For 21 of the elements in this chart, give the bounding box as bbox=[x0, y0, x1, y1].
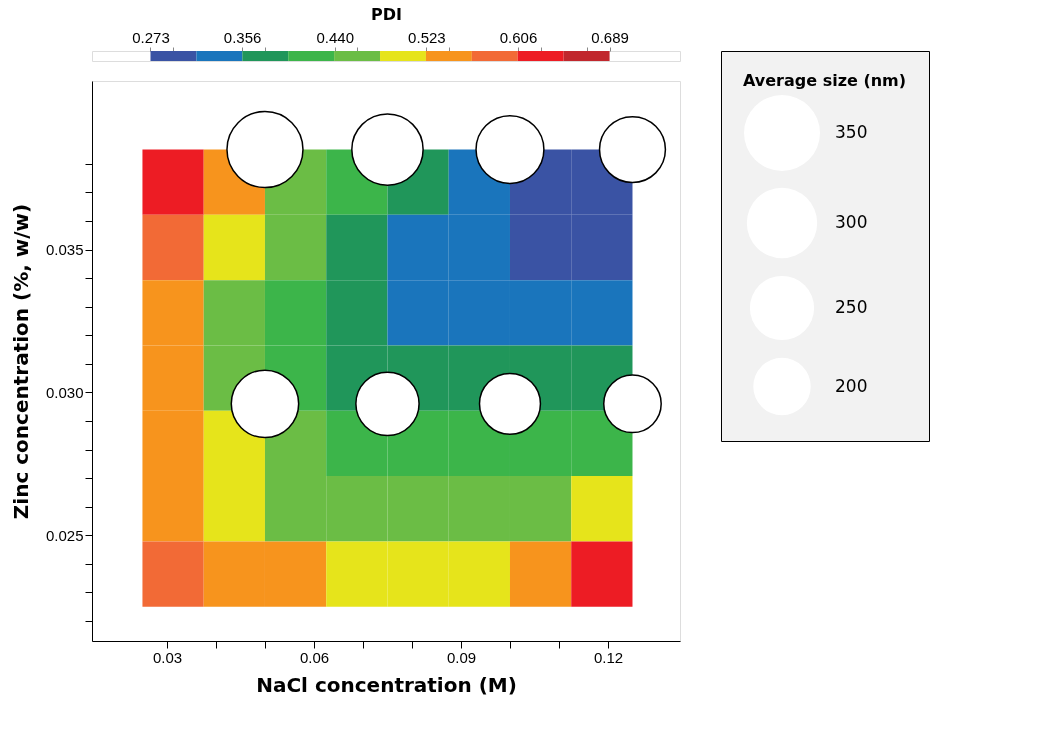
legend-label: 200 bbox=[835, 375, 868, 396]
color-bar-label: 0.273 bbox=[132, 28, 170, 46]
color-bar-label: 0.356 bbox=[223, 28, 262, 46]
legend-label: 250 bbox=[835, 297, 868, 317]
color-bar-label: 0.606 bbox=[499, 28, 538, 46]
color-bar-label: 0.523 bbox=[408, 28, 446, 46]
x-tick-label: 0.06 bbox=[299, 648, 330, 666]
color-bar-label: 0.689 bbox=[591, 28, 629, 46]
legend-label: 300 bbox=[835, 212, 868, 232]
color-bar-label: 0.440 bbox=[316, 28, 355, 46]
x-axis-title: NaCl concentration (M) bbox=[256, 672, 517, 697]
x-tick-label: 0.12 bbox=[593, 648, 624, 666]
legend-label: 350 bbox=[835, 122, 868, 142]
y-axis-title: Zinc concentration (%, w/w) bbox=[8, 203, 33, 520]
y-tick-label: 0.030 bbox=[45, 383, 84, 401]
x-tick-label: 0.03 bbox=[152, 648, 183, 666]
x-tick-label: 0.09 bbox=[446, 648, 477, 666]
y-tick-label: 0.035 bbox=[45, 241, 84, 259]
legend-title: Average size (nm) bbox=[743, 71, 907, 90]
y-tick-label: 0.025 bbox=[45, 526, 84, 544]
color-bar-title: PDI bbox=[371, 4, 402, 24]
